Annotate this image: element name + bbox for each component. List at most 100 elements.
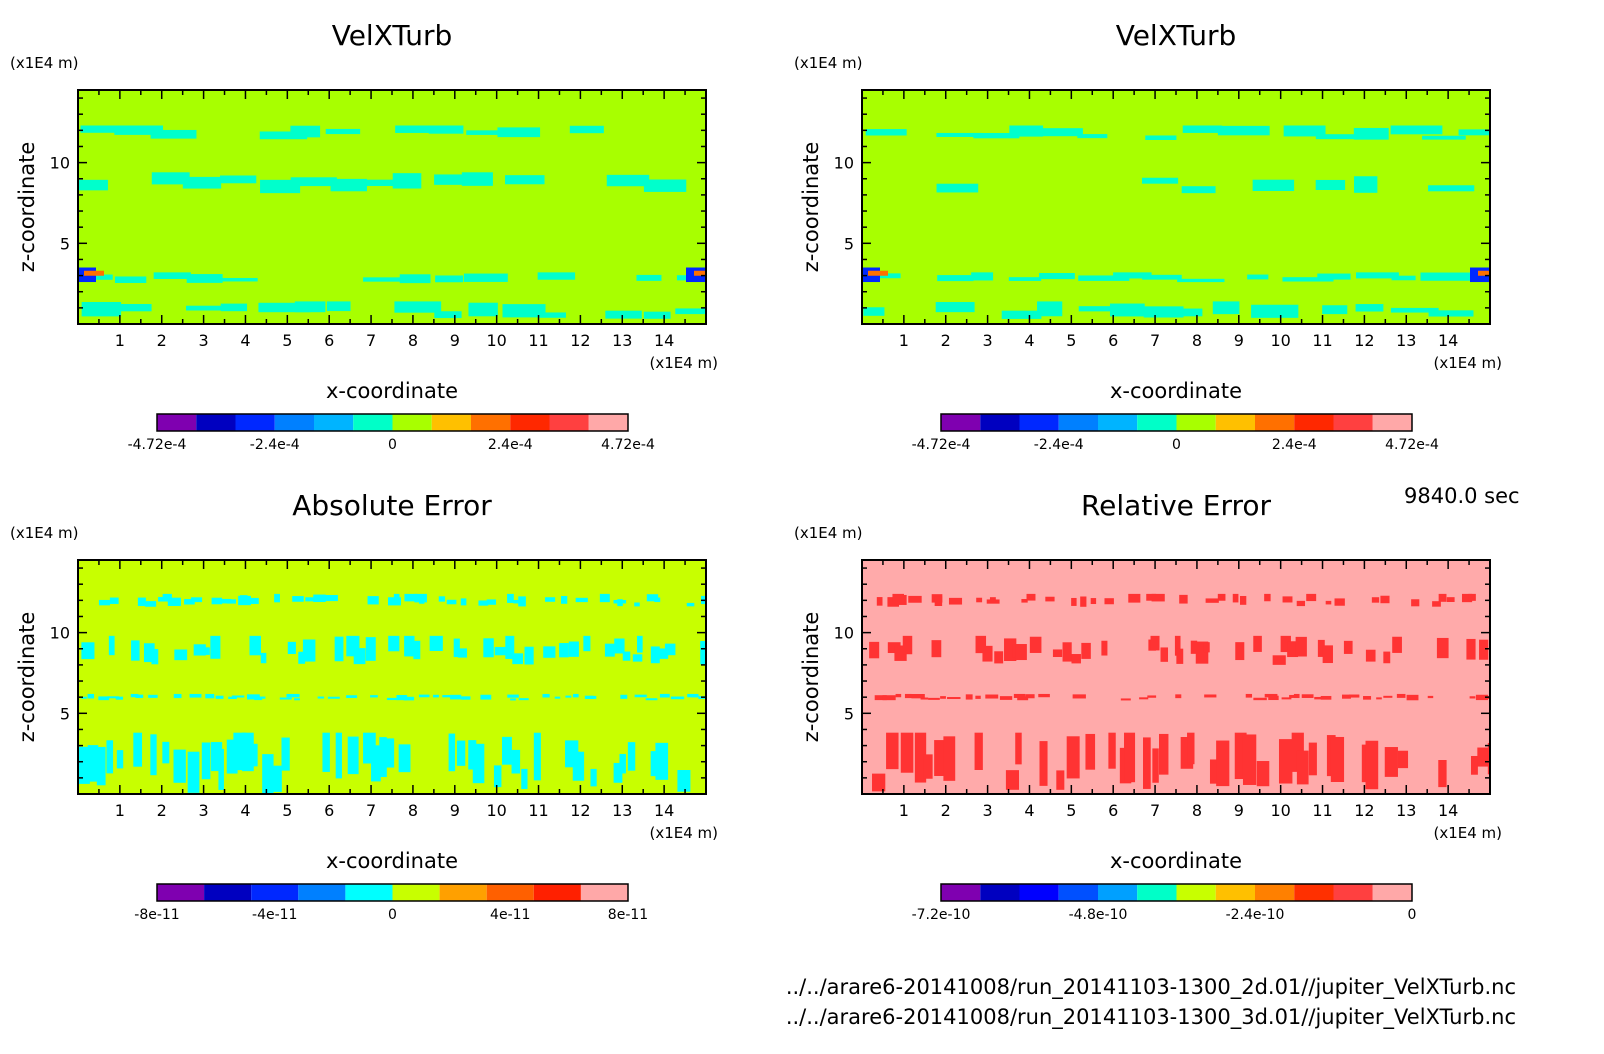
contour-patch	[1039, 272, 1075, 280]
contour-patch	[1438, 759, 1447, 788]
contour-patch	[150, 734, 157, 776]
contour-patch	[287, 641, 296, 654]
contour-patch	[1005, 770, 1020, 790]
x-tick-label: 8	[408, 331, 418, 350]
x-tick-label: 6	[324, 331, 334, 350]
contour-patch	[1080, 596, 1087, 607]
contour-patch	[1252, 179, 1295, 192]
contour-patch	[1278, 739, 1293, 784]
x-tick-label: 9	[1234, 801, 1244, 820]
x-tick-label: 12	[1354, 801, 1374, 820]
colorbar-swatch	[157, 884, 205, 901]
contour-patch	[173, 749, 186, 783]
contour-patch	[325, 128, 361, 135]
x-tick-label: 10	[486, 801, 506, 820]
x-unit-label: (x1E4 m)	[649, 824, 718, 842]
contour-patch	[572, 693, 579, 698]
colorbar-tick-label: 4.72e-4	[1385, 437, 1439, 453]
x-axis-label: x-coordinate	[326, 849, 458, 873]
contour-patch	[575, 597, 588, 603]
colorbar-swatch	[1333, 884, 1373, 901]
contour-patch	[1101, 640, 1108, 656]
colorbar-swatch	[1098, 884, 1138, 901]
contour-patch	[627, 742, 636, 771]
contour-patch	[904, 693, 912, 699]
colorbar-swatch	[431, 414, 471, 431]
colorbar-swatch	[588, 414, 628, 431]
contour-patch	[513, 599, 520, 604]
colorbar-tick-label: 0	[388, 907, 397, 923]
contour-patch	[1078, 275, 1130, 281]
contour-patch	[78, 179, 108, 191]
colorbar-swatch	[1019, 884, 1059, 901]
contour-patch	[153, 272, 191, 279]
colorbar-tick-label: 2.4e-4	[488, 437, 533, 453]
colorbar-swatch	[1255, 884, 1295, 901]
contour-patch	[1090, 598, 1097, 605]
contour-patch	[1159, 733, 1169, 775]
y-tick-label: 10	[834, 624, 854, 643]
contour-patch	[1147, 695, 1157, 698]
contour-patch	[620, 694, 628, 699]
contour-patch	[892, 593, 904, 603]
contour-patch	[130, 693, 139, 698]
contour-patch	[1008, 277, 1042, 281]
contour-patch	[226, 739, 238, 774]
contour-patch	[219, 175, 257, 184]
contour-patch	[107, 696, 120, 699]
colorbar-swatch	[1098, 414, 1138, 431]
contour-patch	[606, 174, 650, 187]
contour-patch	[1142, 274, 1182, 280]
contour-patch	[650, 751, 657, 777]
contour-patch	[1190, 640, 1198, 654]
contour-patch	[1487, 742, 1490, 775]
contour-patch	[220, 598, 232, 604]
field-background	[78, 90, 706, 324]
contour-patch	[1182, 125, 1223, 133]
contour-patch	[1317, 639, 1325, 657]
contour-patch	[346, 695, 358, 698]
x-tick-label: 11	[528, 801, 548, 820]
contour-patch	[643, 311, 671, 319]
contour-patch	[1245, 693, 1253, 698]
contour-patch	[294, 301, 326, 313]
contour-patch	[259, 131, 308, 140]
contour-patch	[872, 773, 886, 792]
x-tick-label: 1	[899, 801, 909, 820]
contour-patch	[512, 653, 524, 665]
contour-patch	[1045, 596, 1055, 602]
contour-patch	[428, 125, 464, 134]
x-tick-label: 2	[157, 331, 167, 350]
contour-patch	[999, 696, 1013, 700]
contour-patch	[1128, 593, 1141, 603]
contour-patch	[900, 732, 914, 773]
contour-patch	[876, 597, 883, 606]
colorbar-swatch	[1215, 884, 1255, 901]
contour-patch	[657, 648, 669, 659]
contour-patch	[863, 307, 885, 316]
contour-patch	[186, 305, 237, 311]
contour-patch	[1029, 636, 1042, 653]
contour-patch	[965, 694, 973, 700]
contour-patch	[1037, 301, 1063, 317]
contour-patch	[1109, 303, 1145, 317]
contour-patch	[1012, 644, 1018, 658]
contour-patch	[1432, 601, 1441, 607]
contour-patch	[1253, 697, 1267, 701]
x-tick-label: 11	[528, 331, 548, 350]
contour-patch	[1390, 125, 1443, 135]
contour-patch	[290, 177, 337, 187]
contour-patch	[1256, 761, 1270, 787]
contour-patch	[1081, 642, 1091, 659]
contour-patch	[442, 695, 455, 698]
contour-patch	[971, 272, 994, 281]
contour-patch	[327, 696, 340, 699]
contour-patch	[259, 696, 266, 699]
y-tick-label: 5	[844, 704, 854, 723]
contour-patch	[1150, 635, 1160, 651]
contour-patch	[326, 301, 351, 312]
contour-patch	[1322, 645, 1333, 664]
contour-patch	[645, 698, 658, 701]
contour-patch	[1038, 693, 1050, 698]
contour-patch	[298, 651, 306, 664]
